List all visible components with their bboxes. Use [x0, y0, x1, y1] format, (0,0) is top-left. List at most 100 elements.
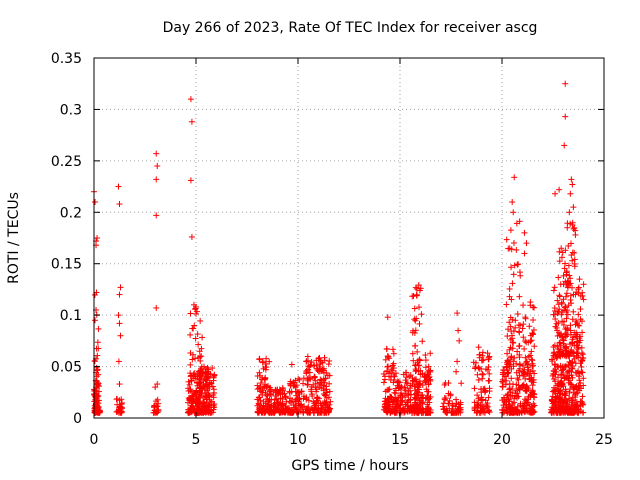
- data-point: [507, 405, 514, 412]
- data-point: [564, 311, 571, 318]
- data-point: [320, 382, 327, 389]
- data-point: [384, 409, 391, 416]
- data-point: [476, 351, 483, 358]
- data-point: [426, 399, 433, 406]
- data-point: [389, 346, 396, 353]
- data-point: [190, 325, 197, 332]
- data-point: [403, 390, 410, 397]
- data-point: [409, 375, 416, 382]
- data-point: [114, 395, 121, 402]
- data-point: [557, 383, 564, 390]
- data-point: [548, 356, 555, 363]
- data-point: [500, 394, 507, 401]
- data-point: [484, 366, 491, 373]
- data-point: [478, 366, 485, 373]
- y-tick-labels: 0 0.05 0.1 0.15 0.2 0.25 0.3 0.35: [51, 51, 82, 427]
- data-point: [565, 375, 572, 382]
- data-point: [115, 358, 122, 365]
- data-point: [552, 394, 559, 401]
- data-point: [562, 374, 569, 381]
- data-point: [320, 376, 327, 383]
- data-point: [154, 163, 161, 169]
- data-point: [308, 391, 315, 398]
- data-point: [407, 387, 414, 394]
- data-point: [425, 380, 432, 387]
- data-point: [549, 388, 556, 395]
- data-point: [506, 380, 513, 387]
- data-point: [514, 310, 521, 317]
- data-point: [519, 382, 526, 389]
- data-point: [403, 379, 410, 386]
- data-point: [202, 366, 209, 373]
- data-point: [289, 397, 296, 404]
- data-point: [324, 372, 331, 379]
- data-point: [196, 348, 203, 355]
- data-point: [210, 406, 217, 413]
- data-point: [411, 342, 418, 349]
- data-point: [185, 387, 192, 394]
- data-point: [565, 408, 572, 415]
- data-point: [415, 282, 422, 289]
- data-point: [255, 406, 262, 413]
- y-tick-label: 0.1: [60, 308, 82, 324]
- data-point: [579, 393, 586, 400]
- data-point: [259, 359, 266, 366]
- data-point: [296, 402, 303, 409]
- data-point: [256, 356, 263, 363]
- data-point: [193, 303, 199, 310]
- data-point: [579, 409, 586, 416]
- data-point: [504, 409, 511, 416]
- data-point: [410, 327, 417, 334]
- data-point: [507, 227, 514, 234]
- data-point: [298, 388, 305, 395]
- data-point: [551, 284, 558, 291]
- data-point: [93, 345, 100, 352]
- data-point: [475, 344, 482, 351]
- data-point: [508, 264, 515, 271]
- data-point: [568, 176, 575, 183]
- data-point: [279, 384, 286, 391]
- data-point: [580, 296, 587, 303]
- data-point: [556, 258, 563, 265]
- data-point: [151, 402, 158, 409]
- data-point: [384, 387, 391, 394]
- data-point: [411, 305, 418, 312]
- x-axis-label: GPS time / hours: [291, 458, 408, 474]
- data-point: [390, 360, 397, 367]
- data-point: [524, 361, 531, 368]
- data-point: [326, 357, 333, 364]
- data-point: [567, 190, 574, 197]
- data-point: [323, 383, 330, 390]
- data-point: [550, 404, 557, 411]
- data-point: [304, 353, 311, 360]
- data-point: [480, 356, 487, 363]
- data-point: [523, 240, 530, 247]
- data-point: [471, 399, 478, 406]
- data-point: [512, 317, 519, 324]
- data-point: [574, 403, 581, 410]
- data-point: [552, 190, 559, 197]
- data-point: [575, 353, 582, 360]
- data-point: [202, 402, 209, 409]
- data-point: [287, 381, 294, 388]
- data-point: [528, 356, 535, 363]
- data-point: [91, 409, 98, 416]
- data-point: [199, 334, 206, 341]
- data-point: [478, 389, 485, 396]
- data-point: [186, 381, 193, 388]
- x-tick-label: 20: [493, 432, 511, 448]
- data-point: [280, 408, 287, 415]
- data-point: [569, 399, 576, 406]
- data-point: [556, 293, 563, 300]
- data-point: [196, 391, 203, 398]
- data-point: [475, 364, 482, 371]
- data-point: [510, 209, 517, 216]
- data-point: [94, 367, 101, 374]
- data-point: [570, 334, 577, 341]
- data-point: [305, 374, 312, 381]
- data-point: [505, 369, 512, 376]
- data-point: [257, 402, 264, 409]
- data-point: [507, 323, 514, 330]
- data-point: [556, 348, 563, 355]
- data-point: [575, 407, 582, 414]
